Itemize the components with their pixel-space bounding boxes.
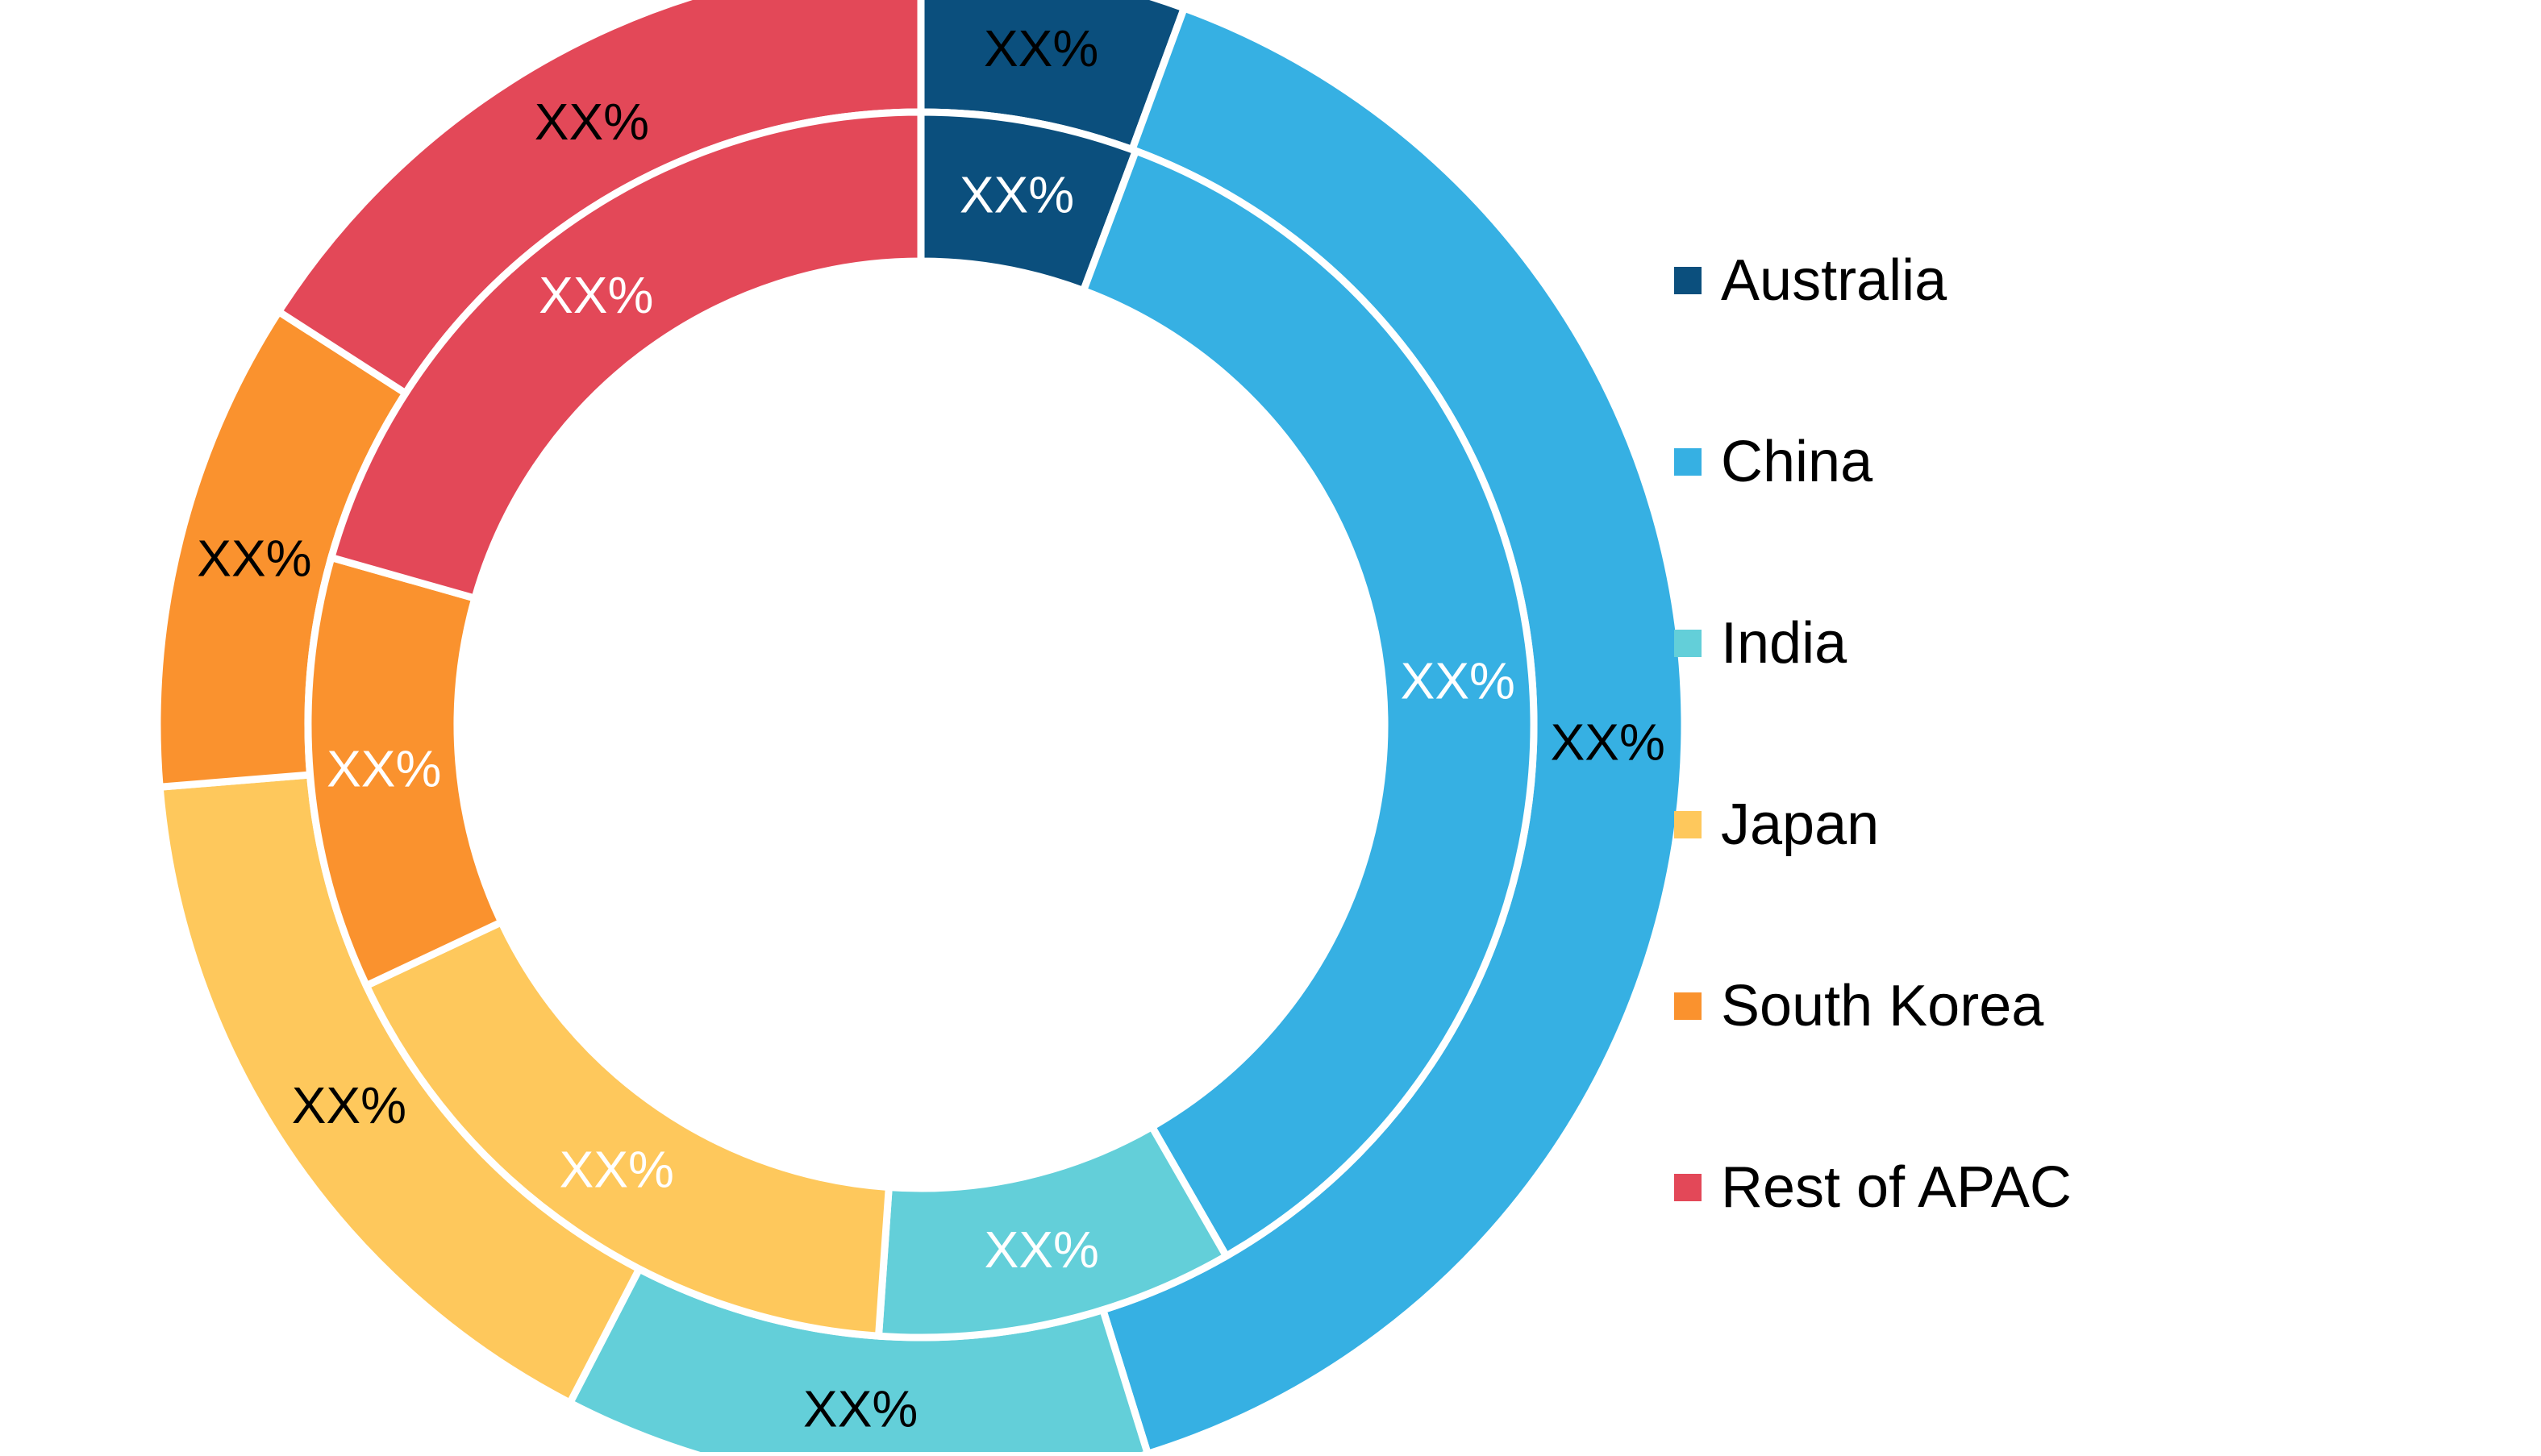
inner-label-south-korea: XX% [327,740,441,798]
legend-item-japan: Japan [1674,792,1879,857]
donut-rings [153,0,1689,1456]
legend-swatch-china [1674,448,1702,476]
inner-label-india: XX% [985,1221,1099,1279]
outer-label-japan: XX% [292,1076,406,1134]
inner-label-japan: XX% [560,1140,674,1198]
legend-item-australia: Australia [1674,248,1947,313]
inner-slice-rest-of-apac [327,108,925,603]
inner-slice-china [1078,146,1538,1262]
outer-label-india: XX% [803,1380,918,1438]
outer-label-south-korea: XX% [197,529,311,587]
legend-item-china: China [1674,430,1873,494]
legend-label-australia: Australia [1721,248,1947,313]
legend-item-rest-of-apac: Rest of APAC [1674,1155,2072,1220]
legend: Australia China India Japan South Korea Rest … [1674,248,2072,1220]
slice-labels: XX% XX% XX% XX% XX% XX% XX% XX% XX% XX% XX% XX% [197,19,1665,1438]
legend-swatch-japan [1674,811,1702,838]
legend-label-rest-of-apac: Rest of APAC [1721,1155,2072,1220]
inner-label-rest-of-apac: XX% [539,266,653,324]
legend-swatch-rest-of-apac [1674,1174,1702,1201]
legend-item-south-korea: South Korea [1674,974,2044,1038]
outer-label-australia: XX% [984,19,1098,77]
legend-swatch-australia [1674,267,1702,294]
legend-swatch-south-korea [1674,992,1702,1020]
legend-label-japan: Japan [1721,792,1879,857]
inner-label-australia: XX% [960,166,1074,224]
legend-label-south-korea: South Korea [1721,974,2044,1038]
legend-swatch-india [1674,630,1702,657]
inner-label-china: XX% [1401,651,1515,709]
inner-slice-japan [361,917,894,1340]
legend-item-india: India [1674,611,1847,676]
outer-label-rest-of-apac: XX% [535,93,649,151]
legend-label-china: China [1721,430,1873,494]
outer-label-china: XX% [1551,713,1665,771]
legend-label-india: India [1721,611,1847,676]
